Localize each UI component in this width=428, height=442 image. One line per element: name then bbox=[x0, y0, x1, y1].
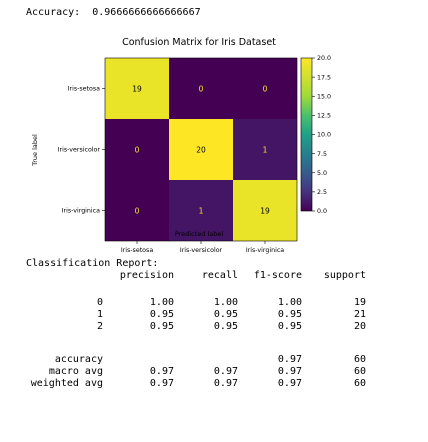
y-axis-label: True label bbox=[31, 134, 39, 167]
y-tick-label: Iris-versicolor bbox=[58, 147, 101, 154]
report-cell-f1: 0.97 bbox=[277, 366, 302, 377]
colorbar-tick-label: 10.0 bbox=[317, 132, 331, 139]
heatmap-cell bbox=[233, 119, 297, 180]
heatmap-cell bbox=[169, 180, 233, 241]
cell-value-label: 0 bbox=[199, 85, 204, 94]
report-cell-precision: 0.95 bbox=[149, 321, 174, 332]
report-cell-recall: 0.95 bbox=[213, 321, 238, 332]
report-cell-support: 20 bbox=[353, 321, 366, 332]
heatmap-cell bbox=[233, 58, 297, 119]
colorbar-tick-label: 12.5 bbox=[317, 113, 331, 120]
x-axis-label: Predicted label bbox=[175, 230, 223, 238]
report-cell-support: 21 bbox=[353, 309, 366, 320]
colorbar-tick-label: 5.0 bbox=[317, 170, 327, 177]
report-header-cell: support bbox=[323, 270, 366, 281]
colorbar-ticks: 0.0 2.5 5.0 7.5 10.0 12.5 15.0 17.5 20.0 bbox=[312, 55, 331, 215]
confusion-matrix-figure: Confusion Matrix for Iris Dataset 19 0 0 0 2… bbox=[31, 37, 331, 254]
colorbar-tick-label: 20.0 bbox=[317, 55, 331, 62]
heatmap-cell bbox=[105, 58, 169, 119]
heatmap-cells: 19 0 0 0 20 1 0 1 19 bbox=[104, 57, 298, 242]
cell-value-label: 19 bbox=[132, 85, 142, 94]
cell-value-label: 20 bbox=[196, 146, 206, 155]
cell-value-label: 0 bbox=[135, 146, 140, 155]
cell-value-label: 0 bbox=[263, 85, 268, 94]
report-cell-precision: 0.97 bbox=[149, 366, 174, 377]
report-cell-f1: 0.95 bbox=[277, 321, 302, 332]
accuracy-label: Accuracy: bbox=[26, 7, 81, 18]
report-cell-recall: 1.00 bbox=[213, 297, 238, 308]
y-tick-label: Iris-virginica bbox=[62, 208, 100, 215]
report-cell-f1: 0.97 bbox=[277, 354, 302, 365]
cell-value-label: 1 bbox=[263, 146, 268, 155]
colorbar-tick-label: 0.0 bbox=[317, 208, 327, 215]
cell-value-label: 0 bbox=[135, 207, 140, 216]
report-cell-support: 19 bbox=[353, 297, 366, 308]
colorbar bbox=[300, 57, 313, 212]
report-row-label: 1 bbox=[96, 309, 103, 320]
x-tick-labels: Iris-setosa Iris-versicolor Iris-virginica bbox=[121, 241, 284, 254]
report-cell-f1: 1.00 bbox=[277, 297, 302, 308]
report-cell-precision: 0.95 bbox=[149, 309, 174, 320]
report-cell-f1: 0.97 bbox=[277, 378, 302, 389]
x-tick-label: Iris-virginica bbox=[246, 247, 284, 254]
colorbar-tick-label: 17.5 bbox=[317, 74, 331, 81]
report-cell-precision: 0.97 bbox=[149, 378, 174, 389]
heatmap-cell bbox=[169, 119, 233, 180]
report-header-cell: f1-score bbox=[253, 270, 302, 281]
report-summary-label: accuracy bbox=[54, 354, 103, 365]
chart-title: Confusion Matrix for Iris Dataset bbox=[122, 37, 276, 48]
heatmap-cell bbox=[105, 119, 169, 180]
report-header-cell: recall bbox=[201, 270, 238, 281]
report-cell-recall: 0.97 bbox=[213, 366, 238, 377]
accuracy-value: 0.9666666666666667 bbox=[92, 7, 201, 18]
report-cell-support: 60 bbox=[353, 366, 366, 377]
heatmap-cell bbox=[233, 180, 297, 241]
report-cell-precision: 1.00 bbox=[149, 297, 174, 308]
cell-value-label: 19 bbox=[260, 207, 270, 216]
report-summary-label: macro avg bbox=[48, 366, 103, 377]
report-summary-label: weighted avg bbox=[30, 378, 103, 389]
y-tick-labels: Iris-setosa Iris-versicolor Iris-virginica bbox=[58, 86, 105, 215]
accuracy-output: Accuracy: 0.9666666666666667 bbox=[26, 7, 201, 18]
heatmap-cell bbox=[105, 180, 169, 241]
report-title: Classification Report: bbox=[26, 258, 159, 269]
heatmap-cell bbox=[169, 58, 233, 119]
y-tick-label: Iris-setosa bbox=[68, 86, 101, 93]
colorbar-tick-label: 2.5 bbox=[317, 189, 327, 196]
report-cell-f1: 0.95 bbox=[277, 309, 302, 320]
report-row-label: 2 bbox=[96, 321, 103, 332]
x-tick-label: Iris-setosa bbox=[121, 247, 154, 254]
cell-value-label: 1 bbox=[199, 207, 204, 216]
report-header-cell: precision bbox=[119, 270, 174, 281]
report-cell-recall: 0.95 bbox=[213, 309, 238, 320]
report-cell-support: 60 bbox=[353, 354, 366, 365]
x-tick-label: Iris-versicolor bbox=[180, 247, 223, 254]
report-row-label: 0 bbox=[96, 297, 103, 308]
colorbar-tick-label: 7.5 bbox=[317, 151, 327, 158]
report-cell-support: 60 bbox=[353, 378, 366, 389]
colorbar-tick-label: 15.0 bbox=[317, 93, 331, 100]
report-cell-recall: 0.97 bbox=[213, 378, 238, 389]
